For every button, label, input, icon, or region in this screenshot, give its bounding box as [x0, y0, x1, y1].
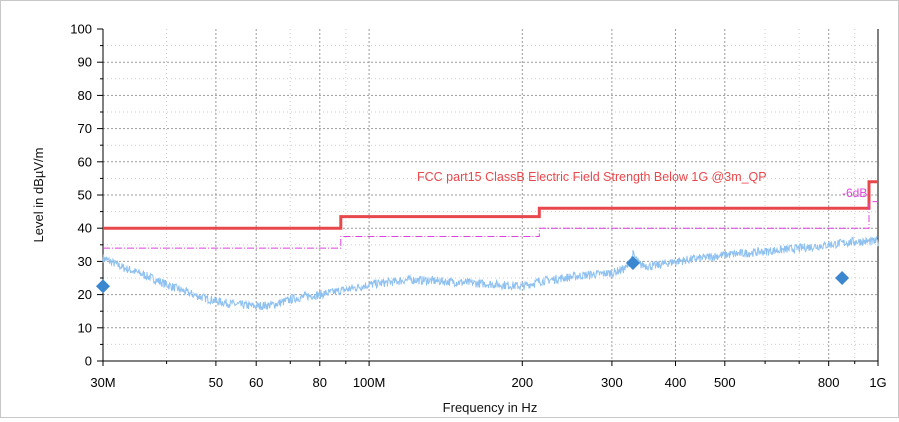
x-tick-label: 30M [90, 375, 115, 390]
margin-label: -6dB [842, 186, 867, 200]
x-tick-label: 400 [665, 375, 687, 390]
y-tick-label: 50 [78, 188, 92, 203]
x-tick-label: 60 [249, 375, 263, 390]
y-tick-label: 10 [78, 320, 92, 335]
qp-marker [835, 271, 850, 285]
x-tick-label: 50 [209, 375, 223, 390]
y-tick-label: 80 [78, 88, 92, 103]
x-tick-label: 800 [818, 375, 840, 390]
y-tick-label: 90 [78, 55, 92, 70]
qp-marker [96, 279, 110, 294]
grid [103, 29, 878, 361]
x-tick-label: 200 [511, 375, 533, 390]
y-axis-label: Level in dBµV/m [31, 148, 46, 243]
y-tick-label: 0 [85, 354, 92, 369]
y-tick-label: 60 [78, 154, 92, 169]
axes: 0 10 20 30 40 50 60 70 80 90 100 30M 50 60 80 100M 200 30… [70, 22, 886, 391]
x-tick-label: 80 [313, 375, 327, 390]
limit-line [103, 180, 878, 230]
margin-line [103, 201, 878, 249]
limit-line-label: FCC part15 ClassB Electric Field Strengt… [417, 170, 767, 184]
y-tick-label: 30 [78, 254, 92, 269]
y-tick-label: 40 [78, 221, 92, 236]
y-tick-label: 100 [70, 22, 92, 37]
y-tick-label: 70 [78, 121, 92, 136]
x-axis-label: Frequency in Hz [443, 400, 538, 415]
series [96, 180, 879, 311]
x-tick-label: 100M [353, 375, 386, 390]
x-tick-label: 1G [869, 375, 886, 390]
x-tick-label: 300 [601, 375, 623, 390]
qp-marker [625, 256, 640, 271]
x-tick-label: 500 [714, 375, 736, 390]
y-tick-label: 20 [78, 287, 92, 302]
measurement-trace [102, 235, 879, 311]
